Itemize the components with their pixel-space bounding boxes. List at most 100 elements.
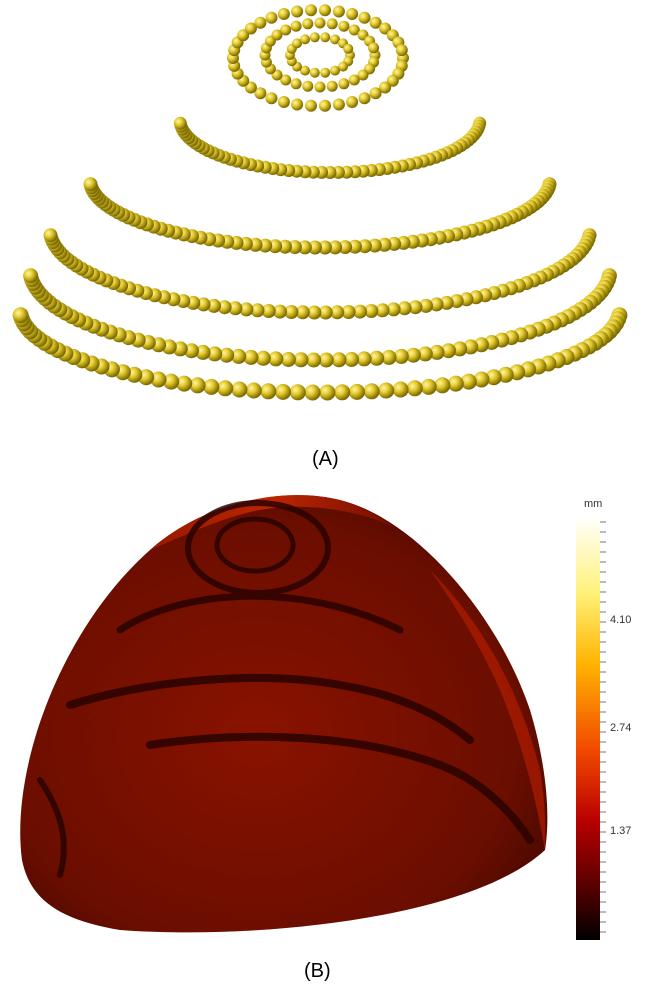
- sphere: [405, 347, 421, 363]
- sphere: [245, 382, 262, 399]
- sphere: [293, 352, 309, 368]
- sphere: [189, 377, 206, 394]
- dome-rim-highlight: [150, 495, 395, 550]
- sphere: [460, 373, 477, 390]
- sphere: [305, 4, 317, 17]
- sphere: [309, 67, 320, 78]
- sphere: [289, 384, 306, 401]
- sphere: [341, 305, 356, 319]
- sphere: [320, 67, 331, 78]
- sphere: [239, 302, 254, 317]
- sphere: [473, 371, 490, 388]
- sphere: [392, 381, 409, 398]
- sphere: [330, 305, 345, 320]
- sphere: [309, 32, 320, 43]
- sphere: [349, 383, 365, 400]
- sphere: [195, 344, 211, 360]
- sphere: [338, 20, 350, 32]
- sphere: [295, 305, 310, 320]
- sphere: [244, 22, 257, 35]
- sphere: [219, 347, 235, 363]
- sphere: [318, 240, 332, 255]
- sphere: [306, 352, 322, 368]
- sphere: [395, 44, 408, 57]
- sphere: [447, 375, 464, 392]
- colorbar: [576, 516, 606, 940]
- sphere: [290, 78, 302, 90]
- sphere: [434, 377, 451, 394]
- sphere: [302, 80, 314, 92]
- surface-panel: [20, 495, 548, 933]
- sphere: [280, 74, 292, 86]
- sphere: [284, 305, 299, 319]
- sphere: [217, 300, 232, 315]
- sphere: [344, 352, 360, 367]
- sphere-group: [12, 4, 628, 401]
- sphere: [83, 177, 98, 192]
- sphere: [364, 304, 379, 318]
- sphere: [207, 298, 221, 313]
- band-4: [37, 777, 67, 878]
- sphere: [176, 375, 193, 392]
- sphere: [353, 304, 367, 319]
- sphere: [369, 350, 385, 366]
- sphere: [497, 366, 514, 383]
- sphere: [330, 65, 340, 76]
- sphere: [343, 43, 354, 54]
- sphere: [278, 239, 292, 254]
- sphere: [265, 11, 278, 24]
- sphere: [406, 380, 423, 397]
- sphere: [334, 384, 351, 401]
- tick-label-2-74: 2.74: [610, 722, 632, 734]
- colorbar-gradient: [576, 516, 600, 940]
- sphere: [357, 69, 369, 81]
- top-ring-inner: [214, 516, 296, 574]
- sphere: [280, 24, 292, 36]
- sphere: [231, 381, 248, 398]
- sphere: [319, 384, 336, 401]
- sphere: [297, 240, 312, 255]
- sphere: [332, 5, 345, 18]
- sphere: [331, 352, 347, 368]
- sphere: [419, 298, 433, 313]
- sphere: [265, 92, 278, 105]
- sphere: [319, 4, 331, 17]
- colorbar-unit: mm: [584, 498, 603, 510]
- sphere: [250, 303, 265, 318]
- sphere: [346, 8, 359, 20]
- sphere: [173, 116, 187, 130]
- sphere: [271, 29, 283, 41]
- sphere: [207, 346, 223, 362]
- sphere: [302, 18, 314, 30]
- sphere: [268, 239, 283, 254]
- sphere: [260, 383, 277, 400]
- sphere: [314, 17, 326, 29]
- sphere: [367, 238, 382, 253]
- sphere: [441, 343, 456, 359]
- sphere: [368, 42, 380, 54]
- sphere: [320, 32, 331, 43]
- sphere: [203, 378, 220, 395]
- sphere: [318, 352, 334, 368]
- sphere: [291, 98, 304, 111]
- sphere: [254, 16, 267, 29]
- sphere: [429, 344, 445, 360]
- sphere: [280, 352, 296, 367]
- sphere: [375, 303, 390, 318]
- sphere: [420, 378, 437, 395]
- sphere: [228, 301, 243, 316]
- sphere: [273, 304, 287, 319]
- sphere: [485, 369, 502, 386]
- tick-label-1-37: 1.37: [610, 825, 632, 837]
- sphere: [330, 34, 340, 45]
- sphere: [408, 300, 423, 315]
- sphere: [314, 81, 326, 93]
- sphere: [319, 99, 331, 112]
- sphere: [417, 346, 433, 362]
- sphere: [393, 348, 409, 364]
- sphere: [43, 228, 58, 243]
- sphere: [300, 65, 310, 76]
- sphere: [378, 382, 395, 399]
- sphere: [356, 351, 372, 367]
- sphere: [379, 81, 392, 94]
